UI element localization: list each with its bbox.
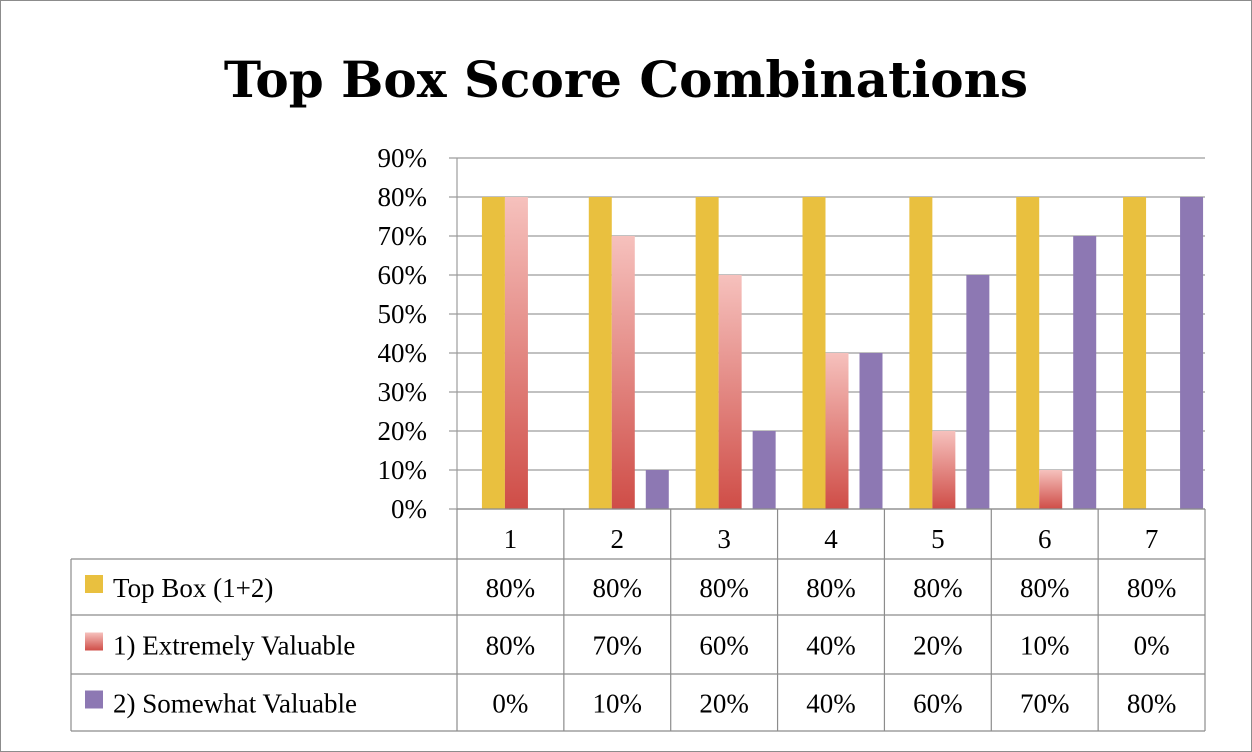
bar-series-1-cat-5 [909,197,933,509]
bar-series-3-cat-6 [1073,236,1097,509]
y-tick-label: 60% [378,260,428,290]
legend-entry: 1) Extremely Valuable [113,631,355,661]
y-tick-label: 20% [378,416,428,446]
bar-series-1-cat-3 [695,197,719,509]
data-label: 80% [699,573,749,603]
data-label: 40% [806,689,856,719]
bar-series-2-cat-2 [611,236,635,509]
data-label: 80% [1127,689,1177,719]
bar-series-2-cat-6 [1039,470,1063,509]
data-label: 10% [1020,631,1070,661]
legend-swatch [85,632,103,651]
bar-series-3-cat-2 [645,470,669,509]
bar-series-3-cat-3 [752,431,776,509]
data-label: 70% [1020,689,1070,719]
data-label: 0% [1134,631,1170,661]
y-tick-label: 0% [391,494,427,524]
x-category-label: 6 [1038,524,1052,554]
bar-series-1-cat-1 [481,197,505,509]
legend-entry: Top Box (1+2) [113,573,273,603]
x-category-label: 5 [931,524,945,554]
data-label: 60% [699,631,749,661]
y-tick-label: 70% [378,221,428,251]
y-tick-label: 80% [378,182,428,212]
bar-series-3-cat-7 [1180,197,1204,509]
data-label: 60% [913,689,963,719]
data-table: 1 2 3 4 5 6 7 Top Box (1+2) 80% 80% 80% 80% 80% 80% 80… [70,508,1206,732]
bar-series-3-cat-4 [859,353,883,509]
data-label: 40% [806,631,856,661]
y-tick-label: 30% [378,377,428,407]
x-category-label: 2 [611,524,625,554]
y-tick-label: 50% [378,299,428,329]
data-label: 10% [593,689,643,719]
legend-swatch [85,690,103,709]
x-category-label: 3 [717,524,731,554]
data-label: 70% [593,631,643,661]
bar-series-1-cat-4 [802,197,826,509]
y-tick-label: 90% [378,143,428,173]
data-label: 0% [492,689,528,719]
x-category-label: 1 [504,524,518,554]
bar-series-2-cat-5 [932,431,956,509]
y-tick-label: 40% [378,338,428,368]
x-category-label: 4 [824,524,838,554]
bar-series-3-cat-5 [966,275,990,509]
data-label: 80% [486,631,536,661]
y-tick-label: 10% [378,455,428,485]
bar-series-2-cat-4 [825,353,849,509]
bar-series-2-cat-1 [504,197,528,509]
data-label: 20% [913,631,963,661]
data-label: 80% [1020,573,1070,603]
data-label: 80% [806,573,856,603]
y-axis-ticks: 0% 10% 20% 30% 40% 50% 60% 70% 80% 90% [378,143,428,524]
legend-entry: 2) Somewhat Valuable [113,689,357,719]
data-label: 80% [486,573,536,603]
data-label: 80% [913,573,963,603]
bar-series-1-cat-2 [588,197,612,509]
bar-series-1-cat-6 [1016,197,1040,509]
bar-series-2-cat-3 [718,275,742,509]
bar-series-1-cat-7 [1123,197,1147,509]
data-label: 20% [699,689,749,719]
bars [481,197,1204,509]
chart-title: Top Box Score Combinations [224,50,1028,109]
legend-swatch [85,575,103,593]
data-label: 80% [1127,573,1177,603]
x-category-label: 7 [1145,524,1159,554]
data-label: 80% [593,573,643,603]
